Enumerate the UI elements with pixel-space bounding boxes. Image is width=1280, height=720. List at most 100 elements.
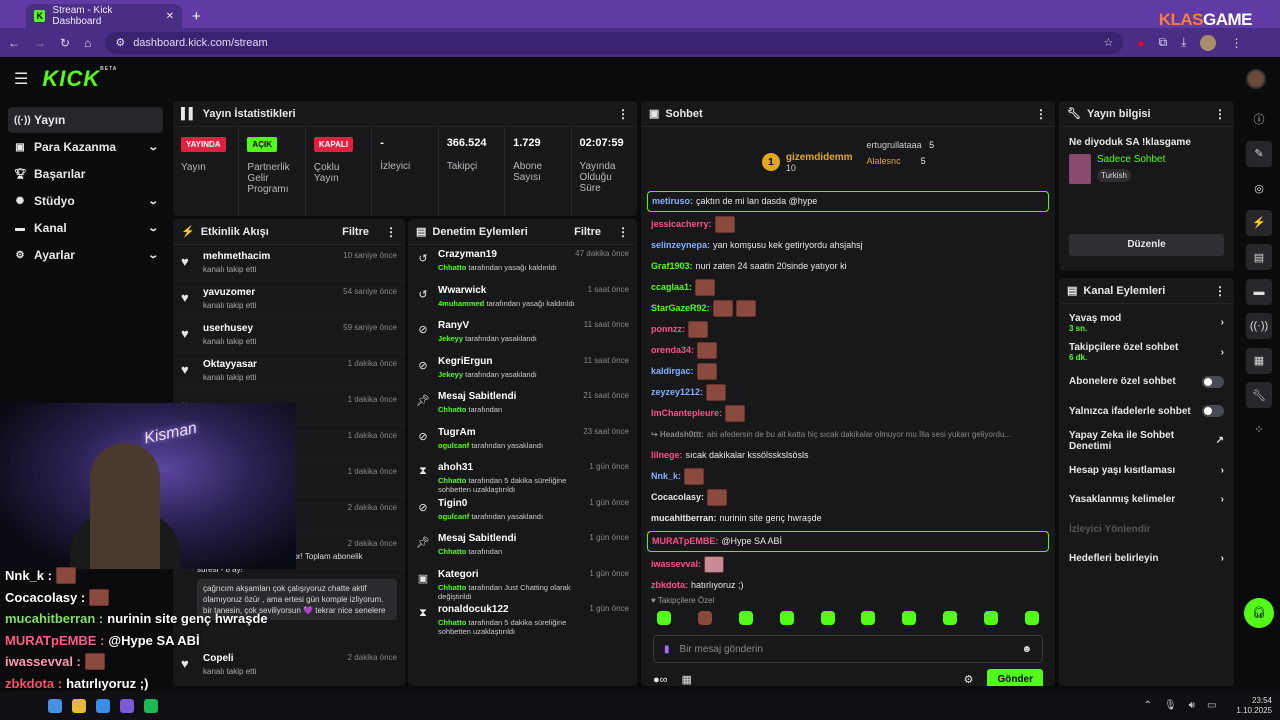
chat-username[interactable]: StarGazeR92:	[651, 303, 710, 313]
support-icon[interactable]: 🎧︎	[1244, 597, 1274, 628]
channel-action-item[interactable]: Yalnızca ifadelerle sohbet	[1059, 397, 1234, 427]
bookmark-star-icon[interactable]: ☆	[1103, 37, 1114, 49]
profile-avatar[interactable]	[1200, 34, 1217, 51]
chat-username[interactable]: jessicacherry:	[651, 219, 712, 229]
channel-action-item[interactable]: Hedefleri belirleyin ›	[1059, 544, 1234, 574]
chat-message[interactable]: orenda34:	[651, 340, 1045, 361]
moderator-name[interactable]: Jekeyy	[438, 334, 464, 343]
moderator-name[interactable]: Chhatto	[438, 547, 467, 556]
moderator-name[interactable]: ogulcanf	[438, 440, 470, 450]
chat-message[interactable]: ccaglaa1:	[651, 277, 1045, 298]
emote-icon[interactable]	[657, 611, 671, 625]
browser-icon[interactable]	[96, 698, 110, 713]
chat-username[interactable]: iwassevval:	[651, 559, 702, 569]
activity-item[interactable]: ♥ Oktayyasar kanalı takip etti 1 dakika önc…	[173, 353, 405, 389]
chat-username[interactable]: orenda34:	[651, 345, 695, 355]
target-icon[interactable]: ◎	[1254, 182, 1264, 195]
more-icon[interactable]: ⋮	[1214, 283, 1226, 298]
system-clock[interactable]: 23:54 1.10.2025	[1236, 695, 1272, 715]
chat-username[interactable]: Nnk_k:	[651, 471, 682, 481]
leader-name[interactable]: gizemdidemm	[785, 151, 853, 163]
bolt-icon[interactable]: ⚡	[1246, 209, 1272, 236]
chevron-up-icon[interactable]: ⌃	[1143, 700, 1152, 711]
chat-icon[interactable]: ▬	[1246, 278, 1272, 305]
chat-username[interactable]: selinzeynepa:	[651, 240, 711, 250]
channel-action-item[interactable]: Takipçilere özel sohbet 6 dk. ›	[1059, 338, 1234, 368]
info-icon[interactable]: ⓘ	[1253, 114, 1265, 126]
chat-message[interactable]: Nnk_k:	[651, 466, 1045, 487]
sidebar-item-kanal[interactable]: ▬ Kanal ⌄	[8, 215, 163, 241]
more-icon[interactable]: ⋮	[385, 224, 397, 239]
moderator-name[interactable]: Chhatto	[438, 618, 467, 627]
browser-tab[interactable]: K Stream - Kick Dashboard ✕	[26, 4, 182, 28]
chat-username[interactable]: kaldirgac:	[651, 366, 694, 376]
chat-message[interactable]: metiruso: çaktın de mi lan dasda @hype	[647, 191, 1049, 212]
leader-name[interactable]: ertugrullataaa	[866, 140, 922, 150]
emote-icon[interactable]	[861, 611, 876, 625]
chat-message[interactable]: ↪ Headsh0ttt: abi afedersin de bu alt kat…	[651, 424, 1045, 445]
mic-icon[interactable]: ▮	[664, 643, 670, 655]
browser-menu-icon[interactable]: ⋮	[1230, 35, 1243, 50]
more-icon[interactable]: ⋮	[617, 106, 629, 121]
channel-action-item[interactable]: Abonelere özel sohbet	[1059, 367, 1234, 397]
emote-icon[interactable]	[697, 611, 712, 625]
sidebar-item-studyo[interactable]: ✺ Stüdyo ⌄	[8, 188, 163, 214]
emote-icon[interactable]	[984, 611, 998, 625]
activity-item[interactable]: ♥ Copeli kanalı takip etti 2 dakika önce	[173, 647, 405, 682]
moderation-item[interactable]: ⧗ ahoh31 Chhatto tarafından 5 dakika sürel…	[408, 458, 637, 494]
moderator-name[interactable]: Jekeyy	[438, 369, 464, 379]
moderator-name[interactable]: Chhatto	[438, 582, 467, 592]
moderator-name[interactable]: ogulcanf	[438, 511, 470, 521]
speaker-icon[interactable]: 🔊︎	[1188, 700, 1195, 711]
hamburger-icon[interactable]: ☰	[14, 71, 29, 88]
wrench-icon[interactable]: 🔧︎	[1246, 382, 1272, 408]
chat-username[interactable]: MURATpEMBE:	[652, 536, 719, 546]
chat-message[interactable]: mucahitberran: nurinin site genç hwraşde	[651, 508, 1045, 529]
spotify-icon[interactable]	[144, 698, 158, 713]
leader-name[interactable]: Alalesnc	[866, 156, 901, 166]
chat-username[interactable]: lilnege:	[651, 450, 683, 460]
toggle-switch[interactable]	[1202, 405, 1224, 418]
chat-message[interactable]: StarGazeR92:	[651, 298, 1045, 319]
activity-item[interactable]: ♥ yavuzomer kanalı takip etti 54 saniye önc…	[173, 281, 405, 317]
layout-icon[interactable]: ▦	[1246, 347, 1272, 374]
filter-button[interactable]: Filtre	[342, 225, 369, 238]
filter-button[interactable]: Filtre	[574, 225, 601, 238]
chat-username[interactable]: ponnzz:	[651, 324, 685, 334]
chat-message[interactable]: zeyzey1212:	[651, 382, 1045, 403]
moderator-name[interactable]: Chhatto	[438, 405, 467, 414]
moderation-item[interactable]: ↺ Crazyman19 Chhatto tarafından yasağı kal…	[408, 245, 637, 281]
site-info-icon[interactable]: ⚙	[115, 37, 126, 49]
chat-message[interactable]: ImChantepleure:	[651, 403, 1045, 424]
kick-points-icon[interactable]: ●∞	[653, 673, 668, 686]
chat-message[interactable]: Cocacolasy:	[651, 487, 1045, 508]
chat-username[interactable]: metiruso:	[652, 196, 694, 206]
mic-icon[interactable]: 🎙︎	[1163, 700, 1177, 711]
emote-icon[interactable]	[1024, 611, 1039, 625]
url-field[interactable]: ⚙ dashboard.kick.com/stream ☆	[105, 31, 1124, 54]
apps-icon[interactable]: ⁘	[1254, 424, 1264, 436]
new-tab-icon[interactable]: +	[192, 8, 201, 25]
back-icon[interactable]: ←	[8, 35, 20, 50]
emote-icon[interactable]	[902, 611, 917, 625]
moderator-name[interactable]: Chhatto	[438, 476, 467, 485]
puzzle-icon[interactable]: ⧉	[1158, 35, 1168, 49]
pencil-icon[interactable]: ✎	[1246, 140, 1272, 167]
chat-username[interactable]: Cocacolasy:	[651, 492, 705, 502]
windows-icon[interactable]	[48, 698, 62, 713]
emote-icon[interactable]	[738, 611, 753, 625]
moderator-name[interactable]: Chhatto	[438, 263, 467, 272]
moderator-name[interactable]: 4muhammed	[438, 298, 485, 308]
chat-message[interactable]: jessicacherry:	[651, 214, 1045, 235]
emote-icon[interactable]	[779, 611, 794, 625]
reload-icon[interactable]: ↻	[60, 35, 71, 50]
moderation-item[interactable]: ⧗ ronaldocuk122 Chhatto tarafından 5 dakik…	[408, 600, 637, 636]
chat-message[interactable]: zbkdota: hatırlıyoruz ;)	[651, 575, 1045, 594]
channel-action-item[interactable]: Yapay Zeka ile Sohbet Denetimi ↗	[1059, 426, 1234, 456]
home-icon[interactable]: ⌂	[84, 35, 92, 50]
chat-input[interactable]: ▮ Bir mesaj gönderin ☻	[653, 635, 1043, 663]
chat-message[interactable]: Graf1903: nuri zaten 24 saatin 20sinde ya…	[651, 256, 1045, 277]
network-icon[interactable]: ▭	[1206, 700, 1217, 711]
chat-message[interactable]: MURATpEMBE: @Hype SA ABİ	[647, 531, 1049, 552]
chat-message[interactable]: selinzeynepa: yan komşusu kek getiriyordu…	[651, 235, 1045, 256]
